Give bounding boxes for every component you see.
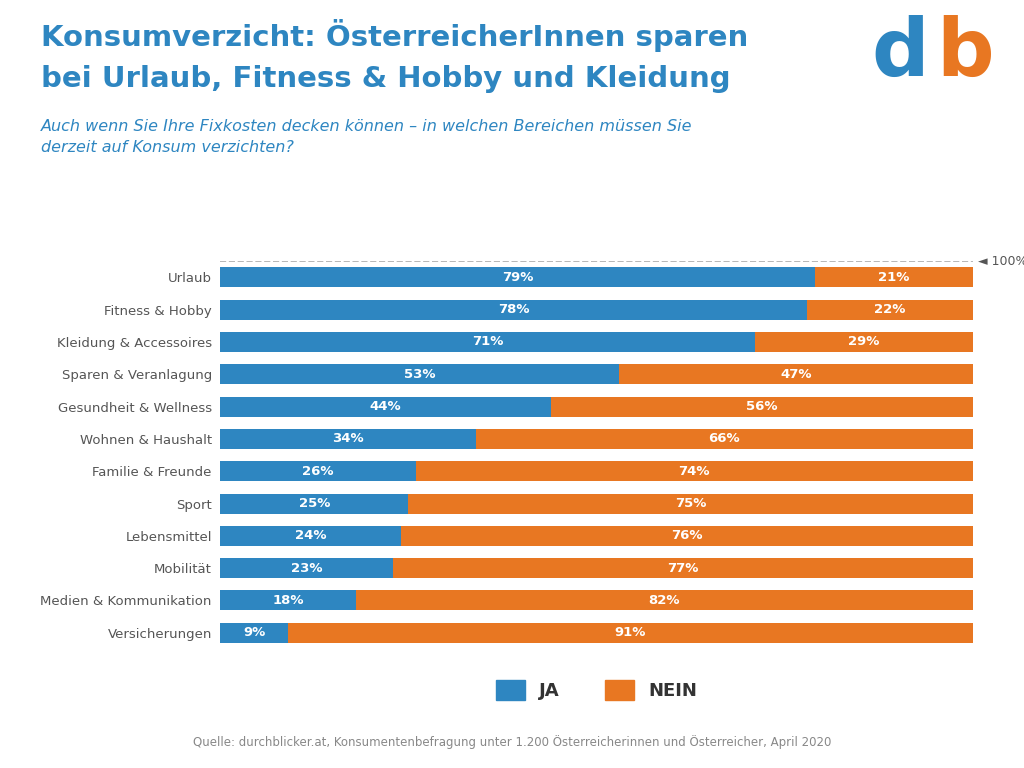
Bar (220, 332, 755, 352)
Bar (220, 396, 551, 416)
Text: 26%: 26% (302, 465, 334, 478)
Bar (409, 494, 973, 514)
Legend: JA, NEIN: JA, NEIN (496, 680, 697, 700)
Bar (220, 591, 355, 611)
Text: bei Urlaub, Fitness & Hobby und Kleidung: bei Urlaub, Fitness & Hobby und Kleidung (41, 65, 730, 93)
Bar (220, 364, 620, 384)
Text: 74%: 74% (679, 465, 710, 478)
Bar (220, 461, 416, 482)
Text: 56%: 56% (746, 400, 778, 413)
Bar (755, 332, 973, 352)
Text: b: b (936, 15, 993, 93)
Text: 82%: 82% (648, 594, 680, 607)
Bar (416, 461, 973, 482)
Text: 24%: 24% (295, 529, 327, 542)
Text: 79%: 79% (502, 271, 534, 284)
Bar (220, 623, 288, 643)
Text: 29%: 29% (848, 336, 880, 349)
Text: 18%: 18% (272, 594, 304, 607)
Bar (807, 300, 973, 319)
Bar (220, 429, 476, 449)
Text: Quelle: durchblicker.at, Konsumentenbefragung unter 1.200 Österreicherinnen und : Quelle: durchblicker.at, Konsumentenbefr… (193, 735, 831, 749)
Bar (620, 364, 973, 384)
Text: 91%: 91% (614, 626, 646, 639)
Text: 9%: 9% (243, 626, 265, 639)
Text: Auch wenn Sie Ihre Fixkosten decken können – in welchen Bereichen müssen Sie
der: Auch wenn Sie Ihre Fixkosten decken könn… (41, 119, 692, 155)
Bar (393, 558, 973, 578)
Bar (355, 591, 973, 611)
Bar (400, 526, 973, 546)
Text: 71%: 71% (472, 336, 503, 349)
Text: 78%: 78% (498, 303, 529, 316)
Text: 77%: 77% (668, 561, 698, 574)
Text: 44%: 44% (370, 400, 401, 413)
Text: 75%: 75% (675, 497, 707, 510)
Bar (220, 526, 400, 546)
Bar (220, 558, 393, 578)
Bar (815, 267, 973, 287)
Text: Konsumverzicht: ÖsterreicherInnen sparen: Konsumverzicht: ÖsterreicherInnen sparen (41, 19, 749, 52)
Text: 34%: 34% (333, 432, 364, 445)
Text: 23%: 23% (291, 561, 323, 574)
Text: 66%: 66% (709, 432, 740, 445)
Bar (476, 429, 973, 449)
Text: ◄ 100%: ◄ 100% (978, 255, 1024, 267)
Text: d: d (871, 15, 929, 93)
Bar (551, 396, 973, 416)
Text: 47%: 47% (780, 368, 812, 381)
Bar (288, 623, 973, 643)
Text: 22%: 22% (874, 303, 905, 316)
Bar (220, 300, 807, 319)
Text: 76%: 76% (671, 529, 702, 542)
Bar (220, 494, 409, 514)
Text: 25%: 25% (299, 497, 330, 510)
Text: 53%: 53% (403, 368, 435, 381)
Bar (220, 267, 815, 287)
Text: 21%: 21% (879, 271, 909, 284)
